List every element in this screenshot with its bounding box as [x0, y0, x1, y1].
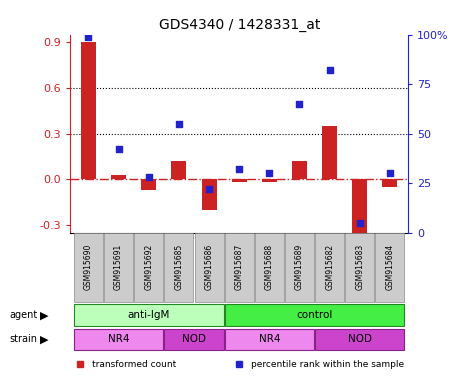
Text: GSM915687: GSM915687 — [234, 243, 244, 290]
Bar — [202, 179, 217, 210]
Bar — [232, 179, 247, 182]
Bar — [171, 161, 186, 179]
Text: NOD: NOD — [182, 334, 206, 344]
Text: GSM915683: GSM915683 — [356, 243, 364, 290]
Text: GSM915684: GSM915684 — [386, 243, 394, 290]
Point — [265, 170, 273, 176]
Point — [356, 220, 363, 226]
Text: control: control — [296, 310, 333, 320]
Text: GSM915690: GSM915690 — [84, 243, 93, 290]
FancyBboxPatch shape — [165, 329, 224, 350]
FancyBboxPatch shape — [195, 233, 224, 303]
Bar — [352, 179, 367, 237]
Bar — [292, 161, 307, 179]
Text: NR4: NR4 — [258, 334, 280, 344]
FancyBboxPatch shape — [74, 305, 224, 326]
Point — [115, 146, 122, 152]
Bar — [262, 179, 277, 182]
Text: GSM915692: GSM915692 — [144, 243, 153, 290]
FancyBboxPatch shape — [74, 329, 163, 350]
Text: GSM915689: GSM915689 — [295, 243, 304, 290]
FancyBboxPatch shape — [225, 305, 404, 326]
Title: GDS4340 / 1428331_at: GDS4340 / 1428331_at — [159, 18, 320, 32]
Text: transformed count: transformed count — [92, 360, 176, 369]
Text: GSM915688: GSM915688 — [265, 243, 274, 290]
Point — [205, 186, 213, 192]
Point — [145, 174, 152, 180]
FancyBboxPatch shape — [255, 233, 284, 303]
Text: GSM915686: GSM915686 — [204, 243, 213, 290]
FancyBboxPatch shape — [345, 233, 374, 303]
Point — [175, 121, 182, 127]
FancyBboxPatch shape — [285, 233, 314, 303]
FancyBboxPatch shape — [74, 233, 103, 303]
Text: GSM915682: GSM915682 — [325, 243, 334, 290]
FancyBboxPatch shape — [165, 233, 193, 303]
Point — [235, 166, 243, 172]
Text: strain: strain — [9, 334, 38, 344]
Text: agent: agent — [9, 310, 38, 320]
FancyBboxPatch shape — [376, 233, 404, 303]
Text: NOD: NOD — [348, 334, 372, 344]
Bar — [382, 179, 397, 187]
FancyBboxPatch shape — [134, 233, 163, 303]
Point — [296, 101, 303, 107]
Bar — [81, 42, 96, 179]
Bar — [141, 179, 156, 190]
Point — [386, 170, 393, 176]
Text: GSM915685: GSM915685 — [174, 243, 183, 290]
Text: percentile rank within the sample: percentile rank within the sample — [251, 360, 404, 369]
Bar — [322, 126, 337, 179]
Text: ▶: ▶ — [40, 334, 49, 344]
Text: GSM915691: GSM915691 — [114, 243, 123, 290]
FancyBboxPatch shape — [315, 233, 344, 303]
FancyBboxPatch shape — [225, 233, 254, 303]
Bar — [111, 175, 126, 179]
Text: anti-IgM: anti-IgM — [128, 310, 170, 320]
Point — [326, 67, 333, 73]
Point — [85, 33, 92, 40]
FancyBboxPatch shape — [104, 233, 133, 303]
FancyBboxPatch shape — [225, 329, 314, 350]
Text: ▶: ▶ — [40, 310, 49, 320]
FancyBboxPatch shape — [315, 329, 404, 350]
Text: NR4: NR4 — [108, 334, 129, 344]
